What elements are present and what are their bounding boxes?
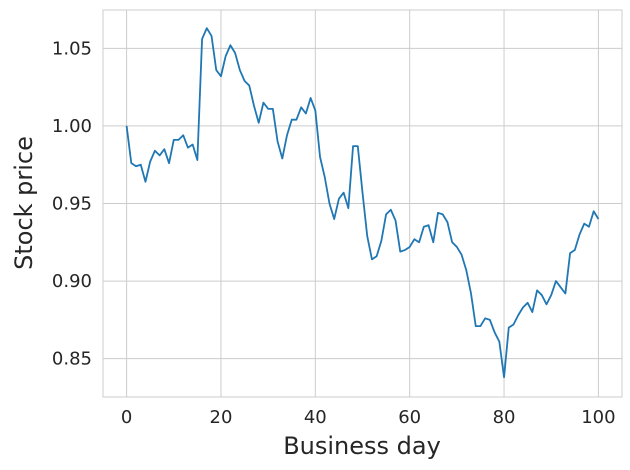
x-tick-label: 80 — [493, 407, 516, 428]
x-axis-label: Business day — [283, 432, 441, 460]
y-tick-label: 1.00 — [52, 116, 92, 137]
y-tick-label: 0.95 — [52, 194, 92, 215]
x-tick-label: 0 — [121, 407, 132, 428]
y-tick-label: 0.85 — [52, 349, 92, 370]
x-axis-ticks: 0 20 40 60 80 100 — [121, 407, 616, 428]
x-tick-label: 40 — [304, 407, 327, 428]
y-axis-ticks: 0.85 0.90 0.95 1.00 1.05 — [52, 38, 92, 369]
y-axis-label: Stock price — [10, 136, 38, 270]
y-tick-label: 1.05 — [52, 38, 92, 59]
x-tick-label: 100 — [581, 407, 615, 428]
plot-frame — [102, 9, 623, 398]
price-series-line — [125, 27, 600, 379]
y-tick-label: 0.90 — [52, 271, 92, 292]
grid — [103, 10, 622, 397]
x-tick-label: 60 — [398, 407, 421, 428]
x-tick-label: 20 — [210, 407, 233, 428]
